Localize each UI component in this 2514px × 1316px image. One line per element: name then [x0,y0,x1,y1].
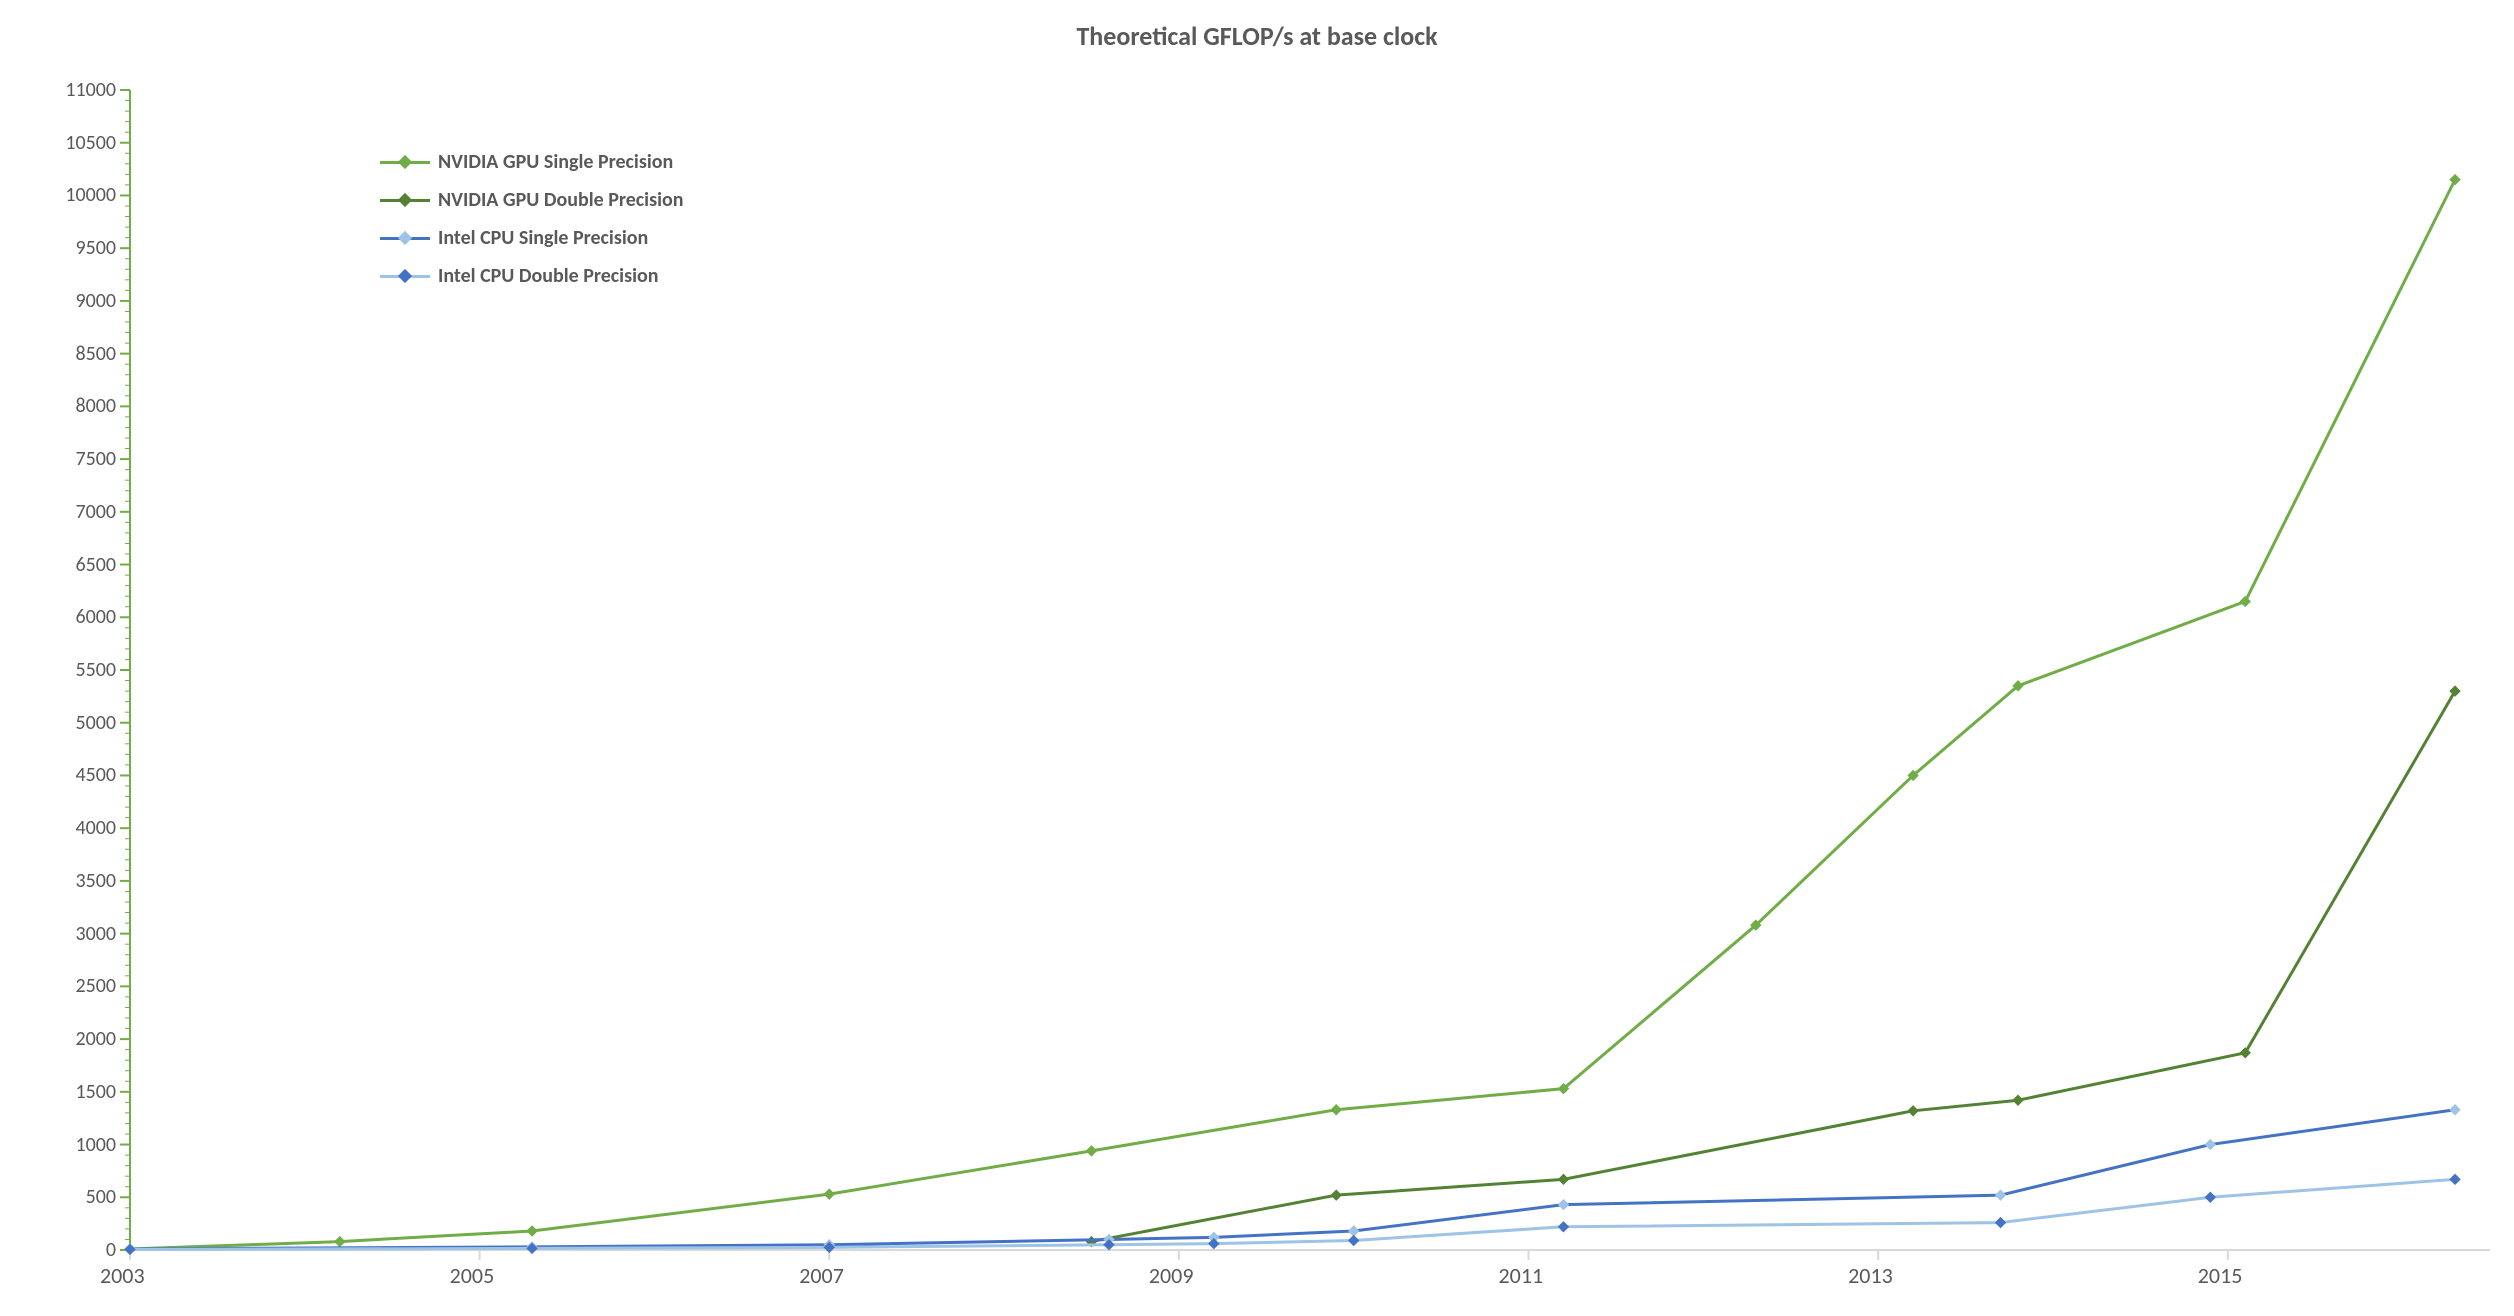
x-tick-label: 2009 [1149,1262,1194,1289]
legend-item: NVIDIA GPU Single Precision [380,150,683,174]
y-tick-label: 7000 [75,500,116,524]
legend-marker-icon [398,155,412,169]
y-tick-label: 4000 [75,816,116,840]
y-tick-label: 9500 [75,236,116,260]
y-tick-label: 2000 [75,1027,116,1051]
y-tick-label: 5500 [75,658,116,682]
x-tick-label: 2011 [1499,1262,1544,1289]
legend-item: NVIDIA GPU Double Precision [380,188,683,212]
y-tick-label: 2500 [75,974,116,998]
y-tick-label: 5000 [75,711,116,735]
y-tick-label: 8500 [75,342,116,366]
y-tick-label: 1000 [75,1133,116,1157]
chart-container: Theoretical GFLOP/s at base clock NVIDIA… [0,0,2514,1316]
x-tick-label: 2015 [2198,1262,2243,1289]
legend-item: Intel CPU Double Precision [380,264,683,288]
y-tick-label: 9000 [75,289,116,313]
legend-label: NVIDIA GPU Double Precision [438,188,683,212]
y-tick-label: 11000 [65,78,116,102]
y-tick-label: 500 [86,1185,116,1209]
legend-line [380,161,430,164]
y-tick-label: 3000 [75,922,116,946]
legend: NVIDIA GPU Single Precision NVIDIA GPU D… [380,150,683,302]
x-tick-label: 2007 [799,1262,844,1289]
legend-item: Intel CPU Single Precision [380,226,683,250]
legend-label: Intel CPU Single Precision [438,226,648,250]
x-tick-label: 2005 [450,1262,495,1289]
legend-label: NVIDIA GPU Single Precision [438,150,673,174]
y-tick-label: 8000 [75,394,116,418]
legend-marker-icon [398,269,412,283]
y-tick-label: 6000 [75,605,116,629]
legend-marker-icon [398,231,412,245]
y-tick-label: 3500 [75,869,116,893]
y-tick-label: 10000 [65,183,116,207]
legend-label: Intel CPU Double Precision [438,264,658,288]
legend-marker-icon [398,193,412,207]
x-tick-label: 2003 [100,1262,145,1289]
legend-line [380,275,430,278]
x-tick-label: 2013 [1848,1262,1893,1289]
chart-svg [0,0,2514,1316]
y-tick-label: 10500 [65,131,116,155]
y-tick-label: 1500 [75,1080,116,1104]
y-tick-label: 4500 [75,763,116,787]
legend-line [380,199,430,202]
y-tick-label: 7500 [75,447,116,471]
legend-line [380,237,430,240]
y-tick-label: 0 [106,1238,116,1262]
y-tick-label: 6500 [75,553,116,577]
